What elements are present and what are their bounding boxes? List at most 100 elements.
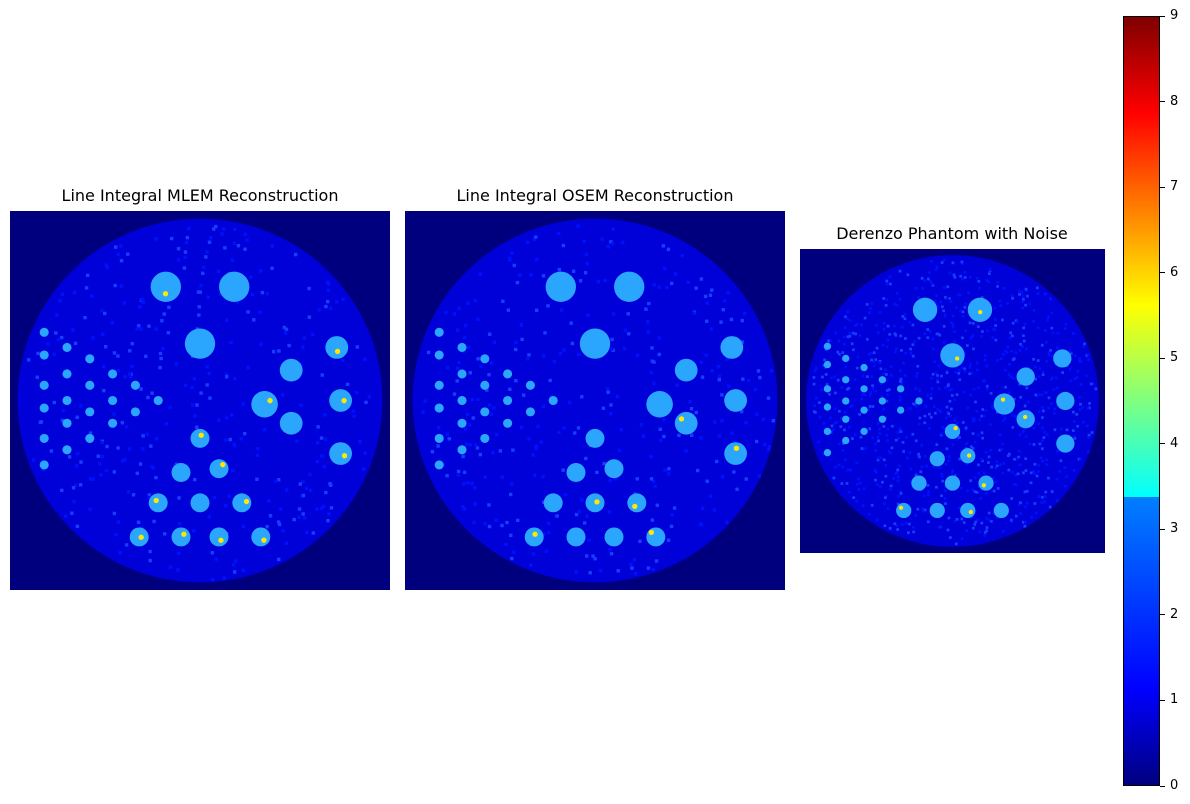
noise-speckle — [895, 524, 899, 527]
noise-speckle — [1019, 395, 1023, 399]
noise-speckle — [230, 258, 235, 263]
noise-speckle — [874, 449, 878, 452]
noise-speckle — [930, 260, 933, 263]
noise-speckle — [856, 482, 859, 486]
noise-speckle — [326, 288, 330, 293]
noise-speckle — [883, 502, 886, 505]
noise-speckle — [657, 336, 661, 340]
noise-speckle — [894, 438, 898, 442]
noise-speckle — [31, 458, 36, 462]
noise-speckle — [1088, 401, 1091, 405]
noise-speckle — [901, 441, 905, 444]
noise-speckle — [1034, 377, 1037, 381]
noise-speckle — [282, 325, 287, 330]
rod — [878, 376, 887, 384]
mlem-phantom-svg — [17, 218, 383, 583]
noise-speckle — [868, 512, 871, 516]
noise-speckle — [487, 503, 491, 507]
noise-speckle — [882, 407, 886, 411]
noise-speckle — [1005, 350, 1009, 354]
hot-spot — [678, 416, 685, 422]
noise-speckle — [284, 327, 289, 331]
colorbar-tick-label: 8 — [1170, 93, 1179, 109]
noise-speckle — [1022, 298, 1025, 301]
noise-speckle — [954, 542, 958, 546]
noise-speckle — [456, 328, 460, 332]
colorbar-tick-label: 5 — [1170, 350, 1179, 366]
noise-speckle — [271, 349, 276, 354]
noise-speckle — [527, 353, 531, 357]
noise-speckle — [991, 476, 995, 480]
noise-speckle — [942, 309, 945, 313]
noise-speckle — [985, 364, 989, 368]
noise-speckle — [483, 475, 488, 479]
noise-speckle — [973, 523, 977, 526]
noise-speckle — [872, 360, 876, 363]
noise-speckle — [27, 358, 31, 362]
noise-speckle — [224, 375, 229, 379]
noise-speckle — [130, 341, 134, 346]
noise-speckle — [929, 415, 933, 419]
rod — [524, 527, 544, 547]
noise-speckle — [1017, 455, 1020, 459]
noise-speckle — [1075, 376, 1079, 380]
noise-speckle — [606, 245, 610, 249]
noise-speckle — [934, 371, 938, 375]
rod — [434, 350, 444, 360]
noise-speckle — [561, 468, 565, 472]
noise-speckle — [739, 409, 744, 414]
noise-speckle — [367, 395, 372, 399]
noise-speckle — [995, 516, 999, 519]
noise-speckle — [534, 308, 539, 313]
noise-speckle — [1051, 376, 1054, 380]
rod — [108, 418, 118, 428]
noise-speckle — [256, 446, 260, 451]
noise-speckle — [207, 371, 212, 376]
noise-speckle — [270, 244, 275, 248]
noise-speckle — [855, 366, 859, 370]
noise-speckle — [949, 300, 953, 304]
noise-speckle — [979, 497, 983, 500]
noise-speckle — [243, 431, 247, 436]
rod — [329, 389, 352, 412]
noise-speckle — [897, 494, 900, 498]
noise-speckle — [241, 402, 245, 406]
noise-speckle — [1013, 414, 1017, 418]
noise-speckle — [834, 331, 838, 335]
noise-speckle — [205, 250, 209, 254]
noise-speckle — [1079, 457, 1082, 461]
noise-speckle — [588, 571, 592, 575]
noise-speckle — [842, 442, 845, 445]
noise-speckle — [825, 383, 829, 386]
noise-speckle — [510, 251, 514, 255]
noise-speckle — [870, 375, 874, 378]
noise-speckle — [610, 337, 614, 342]
hot-spot — [955, 356, 960, 361]
noise-speckle — [904, 351, 908, 355]
noise-speckle — [951, 322, 955, 326]
rod — [434, 460, 444, 470]
noise-speckle — [104, 263, 109, 267]
noise-speckle — [689, 406, 694, 411]
noise-speckle — [973, 440, 977, 444]
noise-speckle — [849, 468, 852, 472]
noise-speckle — [890, 446, 894, 450]
noise-speckle — [321, 504, 326, 508]
noise-speckle — [844, 365, 848, 369]
noise-speckle — [476, 317, 480, 322]
noise-speckle — [277, 477, 281, 482]
noise-speckle — [895, 303, 899, 307]
noise-speckle — [898, 399, 902, 402]
noise-speckle — [595, 470, 599, 475]
noise-speckle — [1010, 520, 1014, 524]
rod — [85, 433, 95, 443]
noise-speckle — [1019, 342, 1022, 346]
noise-speckle — [199, 391, 203, 395]
noise-speckle — [985, 384, 989, 388]
noise-speckle — [955, 437, 959, 441]
noise-speckle — [166, 331, 171, 335]
noise-speckle — [753, 387, 758, 392]
noise-speckle — [168, 405, 172, 410]
noise-speckle — [187, 226, 191, 231]
noise-speckle — [207, 240, 212, 244]
